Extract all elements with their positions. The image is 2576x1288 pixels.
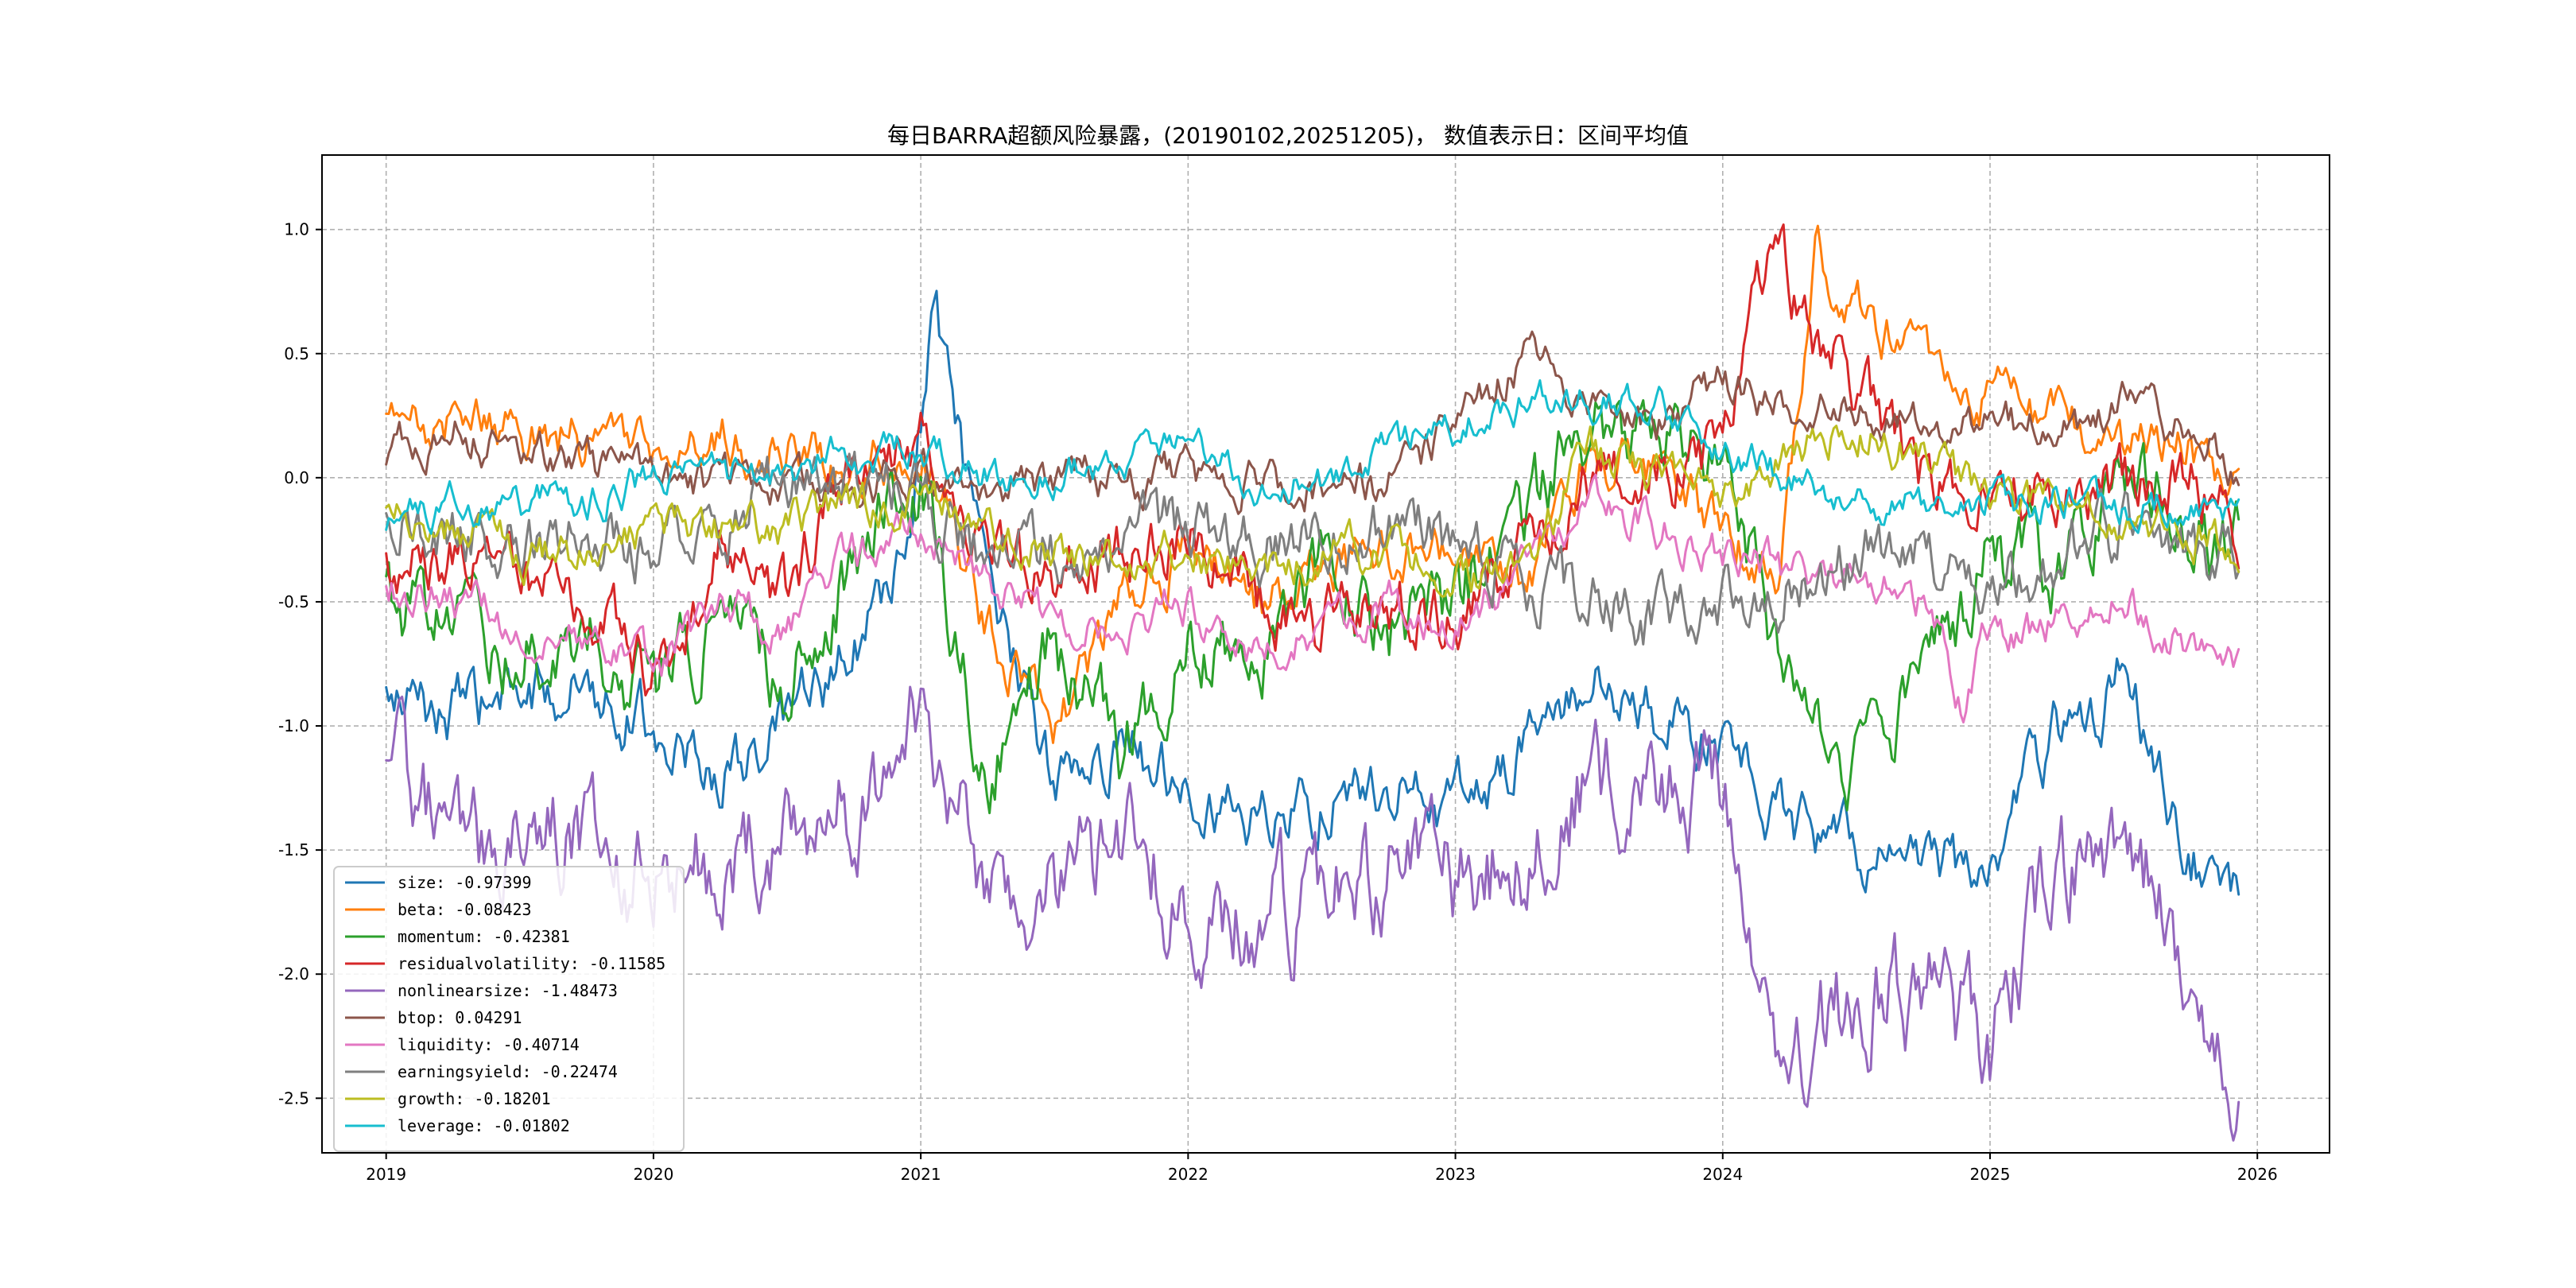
y-tick-label: 1.0 bbox=[284, 220, 309, 239]
legend-label-growth: growth: -0.18201 bbox=[398, 1089, 551, 1108]
series-layer bbox=[385, 223, 2240, 1142]
x-tick-label: 2021 bbox=[901, 1165, 941, 1184]
y-tick-label: -0.5 bbox=[278, 592, 309, 611]
y-tick-label: 0.0 bbox=[284, 468, 309, 487]
legend-box bbox=[333, 866, 685, 1152]
series-line-momentum bbox=[385, 399, 2240, 815]
x-tick-label: 2024 bbox=[1702, 1165, 1743, 1184]
y-tick-label: -1.0 bbox=[278, 716, 309, 735]
series-line-leverage bbox=[385, 379, 2240, 535]
series-line-nonlinearsize bbox=[385, 685, 2240, 1142]
x-tick-label: 2026 bbox=[2237, 1165, 2278, 1184]
x-tick-label: 2019 bbox=[366, 1165, 406, 1184]
legend-label-leverage: leverage: -0.01802 bbox=[398, 1116, 570, 1135]
x-tick-label: 2023 bbox=[1435, 1165, 1476, 1184]
series-line-liquidity bbox=[385, 473, 2240, 724]
legend-label-beta: beta: -0.08423 bbox=[398, 900, 532, 919]
plot-frame bbox=[321, 154, 2330, 1154]
legend-label-earningsyield: earningsyield: -0.22474 bbox=[398, 1062, 618, 1081]
x-tick-label: 2025 bbox=[1970, 1165, 2011, 1184]
ticks-layer: 2019 2020 2021 2022 2023 2024 2025 2026 1.0 0.5 0.… bbox=[278, 220, 2278, 1184]
series-line-earningsyield bbox=[385, 450, 2240, 646]
series-line-beta bbox=[385, 224, 2240, 744]
chart-title: 每日BARRA超额风险暴露，(20190102,20251205)， 数值表示日… bbox=[887, 122, 1689, 149]
legend-label-momentum: momentum: -0.42381 bbox=[398, 927, 570, 946]
x-tick-label: 2020 bbox=[633, 1165, 673, 1184]
x-tick-label: 2022 bbox=[1168, 1165, 1208, 1184]
legend-label-btop: btop: 0.04291 bbox=[398, 1008, 522, 1027]
y-tick-label: 0.5 bbox=[284, 344, 309, 363]
legend-label-liquidity: liquidity: -0.40714 bbox=[398, 1035, 580, 1054]
legend-label-nonlinearsize: nonlinearsize: -1.48473 bbox=[398, 981, 618, 1000]
y-tick-label: -1.5 bbox=[278, 840, 309, 859]
series-line-btop bbox=[385, 330, 2240, 515]
series-line-growth bbox=[385, 425, 2240, 598]
y-tick-label: -2.5 bbox=[278, 1088, 309, 1108]
legend-label-size: size: -0.97399 bbox=[398, 873, 532, 892]
series-line-size bbox=[385, 289, 2240, 896]
y-tick-label: -2.0 bbox=[278, 964, 309, 983]
legend: size: -0.97399 beta: -0.08423 momentum: -0… bbox=[333, 866, 685, 1152]
legend-label-residualvolatility: residualvolatility: -0.11585 bbox=[398, 954, 665, 973]
